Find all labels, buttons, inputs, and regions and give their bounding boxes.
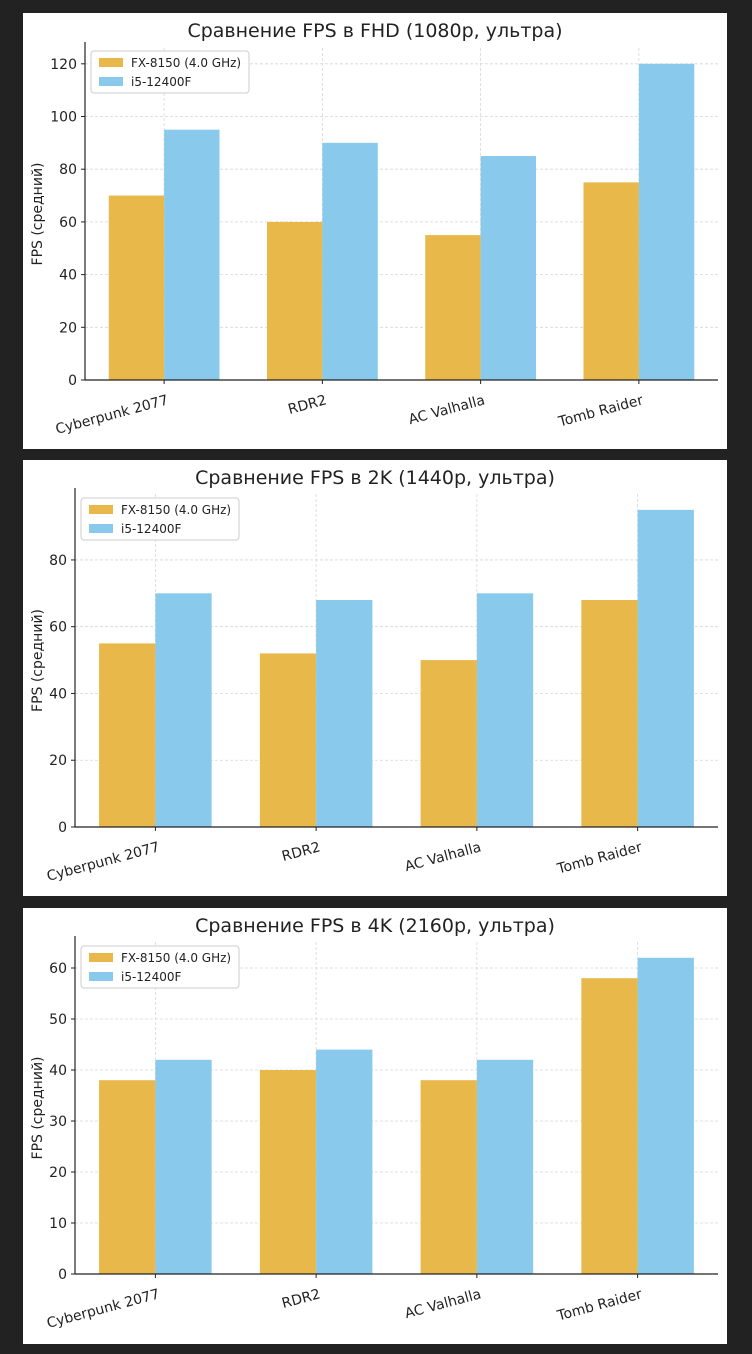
- chart-panel-4k: Сравнение FPS в 4K (2160р, ультра) 0 10 20 3…: [23, 908, 727, 1344]
- chart-2k-y-axis-label: FPS (средний): [30, 609, 46, 712]
- chart-2k-bar-tomb-raider-fx8150: [581, 599, 638, 827]
- chart-fhd-y-tick-label: 60: [59, 215, 77, 231]
- chart-fhd: Сравнение FPS в FHD (1080р, ультра) 0 20 40…: [30, 20, 718, 438]
- chart-4k-bar-tomb-raider-fx8150: [581, 978, 638, 1274]
- chart-2k-legend-box: [80, 497, 240, 541]
- chart-fhd-y-tick-label: 100: [50, 110, 77, 126]
- chart-4k-legend-box: [80, 945, 240, 989]
- chart-fhd-bar-cyberpunk-2077-i5-12400f: [164, 129, 220, 380]
- chart-panel-2k: Сравнение FPS в 2K (1440р, ультра) 0 20 40 6…: [23, 460, 727, 896]
- chart-fhd-x-tick-label-rdr2: RDR2: [286, 392, 328, 418]
- chart-2k-bar-rdr2-fx8150: [259, 653, 317, 827]
- chart-4k-bar-ac-valhalla-i5-12400f: [476, 1059, 534, 1274]
- chart-4k-y-tick-label: 60: [49, 961, 67, 977]
- chart-fhd-x-tick-label-tomb-raider: Tomb Raider: [556, 392, 645, 430]
- chart-4k-x-tick-label-cyberpunk-2077: Cyberpunk 2077: [45, 1286, 161, 1332]
- chart-4k-title: Сравнение FPS в 4K (2160р, ультра): [195, 915, 555, 937]
- chart-2k-x-tick-label-ac-valhalla: AC Valhalla: [403, 839, 483, 875]
- chart-4k-bar-cyberpunk-2077-i5-12400f: [155, 1059, 212, 1274]
- chart-2k-y-tick-label: 20: [49, 753, 67, 769]
- chart-4k-x-tick-label-ac-valhalla: AC Valhalla: [403, 1286, 483, 1322]
- chart-fhd-title: Сравнение FPS в FHD (1080р, ультра): [187, 20, 562, 42]
- chart-2k: Сравнение FPS в 2K (1440р, ультра) 0 20 40 6…: [30, 467, 718, 885]
- chart-2k-legend-label-i5-12400f: i5-12400F: [121, 522, 181, 536]
- chart-fhd-y-tick-label: 40: [59, 268, 77, 284]
- chart-2k-legend-swatch-i5-12400f: [89, 524, 113, 533]
- chart-fhd-y-tick-label: 80: [59, 162, 77, 178]
- chart-fhd-y-axis-label: FPS (средний): [30, 163, 46, 266]
- chart-2k-bar-ac-valhalla-i5-12400f: [476, 593, 534, 827]
- chart-4k-y-tick-label: 0: [58, 1267, 67, 1283]
- chart-4k-y-tick-label: 40: [49, 1063, 67, 1079]
- chart-4k-y-axis-label: FPS (средний): [30, 1057, 46, 1160]
- chart-fhd-bar-cyberpunk-2077-fx8150: [108, 195, 165, 380]
- chart-4k-bar-ac-valhalla-fx8150: [420, 1080, 477, 1274]
- chart-4k-x-tick-label-rdr2: RDR2: [280, 1286, 322, 1312]
- chart-2k-y-tick-label: 60: [49, 620, 67, 636]
- chart-4k: Сравнение FPS в 4K (2160р, ультра) 0 10 20 3…: [30, 915, 718, 1332]
- chart-fhd-bar-tomb-raider-i5-12400f: [638, 63, 695, 381]
- chart-4k-y-tick-label: 20: [49, 1165, 67, 1181]
- chart-fhd-legend-label-fx8150: FX-8150 (4.0 GHz): [131, 56, 241, 70]
- chart-fhd-legend-swatch-i5-12400f: [99, 77, 123, 86]
- chart-4k-bar-tomb-raider-i5-12400f: [637, 957, 694, 1274]
- chart-4k-x-tick-label-tomb-raider: Tomb Raider: [555, 1286, 644, 1324]
- chart-4k-bar-rdr2-i5-12400f: [316, 1049, 373, 1274]
- chart-fhd-x-tick-label-ac-valhalla: AC Valhalla: [407, 392, 487, 428]
- chart-4k-legend-label-i5-12400f: i5-12400F: [121, 970, 181, 984]
- chart-2k-y-tick-label: 80: [49, 553, 67, 569]
- chart-4k-bar-rdr2-fx8150: [259, 1070, 317, 1274]
- chart-fhd-x-tick-label-cyberpunk-2077: Cyberpunk 2077: [54, 392, 170, 438]
- chart-2k-y-tick-label: 40: [49, 686, 67, 702]
- chart-2k-title: Сравнение FPS в 2K (1440р, ультра): [195, 467, 555, 489]
- chart-2k-x-tick-label-cyberpunk-2077: Cyberpunk 2077: [45, 839, 161, 885]
- chart-fhd-legend-label-i5-12400f: i5-12400F: [131, 75, 191, 89]
- chart-4k-y-tick-label: 30: [49, 1114, 67, 1130]
- chart-4k-y-tick-label: 10: [49, 1216, 67, 1232]
- chart-fhd-bar-rdr2-i5-12400f: [322, 142, 378, 380]
- chart-panel-fhd: Сравнение FPS в FHD (1080р, ультра) 0 20 40…: [23, 13, 727, 449]
- chart-4k-bar-cyberpunk-2077-fx8150: [99, 1080, 156, 1274]
- chart-fhd-legend-box: [90, 50, 250, 94]
- chart-fhd-y-tick-label: 20: [59, 320, 77, 336]
- chart-2k-bar-cyberpunk-2077-i5-12400f: [155, 593, 212, 827]
- chart-2k-x-tick-label-rdr2: RDR2: [280, 839, 322, 865]
- chart-2k-legend-swatch-fx8150: [89, 505, 113, 514]
- chart-2k-bar-rdr2-i5-12400f: [316, 599, 373, 827]
- chart-4k-legend-swatch-i5-12400f: [89, 972, 113, 981]
- chart-fhd-legend-swatch-fx8150: [99, 58, 123, 67]
- chart-2k-bar-ac-valhalla-fx8150: [420, 660, 477, 827]
- chart-2k-x-tick-label-tomb-raider: Tomb Raider: [555, 839, 644, 877]
- chart-2k-bar-tomb-raider-i5-12400f: [637, 509, 694, 827]
- chart-2k-bar-cyberpunk-2077-fx8150: [99, 643, 156, 827]
- chart-fhd-bar-ac-valhalla-fx8150: [425, 235, 481, 380]
- chart-2k-legend-label-fx8150: FX-8150 (4.0 GHz): [121, 503, 231, 517]
- chart-fhd-y-tick-label: 120: [50, 57, 77, 73]
- chart-4k-y-tick-label: 50: [49, 1012, 67, 1028]
- chart-fhd-bar-rdr2-fx8150: [266, 221, 323, 380]
- chart-fhd-bar-tomb-raider-fx8150: [583, 182, 639, 380]
- chart-4k-legend-label-fx8150: FX-8150 (4.0 GHz): [121, 951, 231, 965]
- chart-4k-legend-swatch-fx8150: [89, 953, 113, 962]
- chart-fhd-bar-ac-valhalla-i5-12400f: [480, 156, 537, 380]
- chart-fhd-y-tick-label: 0: [68, 373, 77, 389]
- chart-2k-y-tick-label: 0: [58, 820, 67, 836]
